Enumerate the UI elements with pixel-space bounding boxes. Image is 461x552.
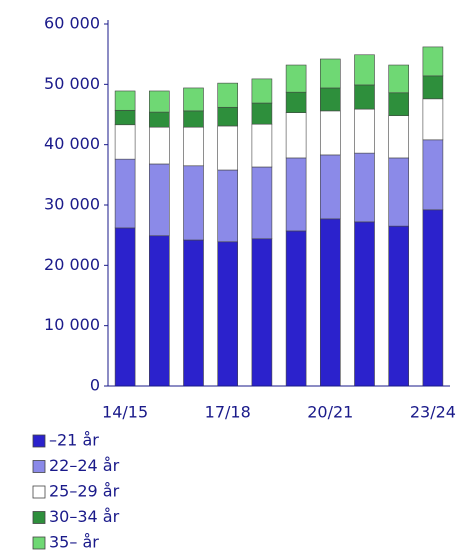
bar-segment [251,102,273,125]
bar-segment [183,126,204,167]
bar-segment [114,227,136,387]
y-tick-label: 0 [90,376,100,395]
y-tick-label: 40 000 [44,134,100,153]
bar-segment [251,78,273,104]
legend-label: 30–34 år [49,507,120,526]
bar-segment [285,112,307,159]
bar-segment [251,123,273,168]
bar-segment [422,46,444,77]
bar-segment [114,109,136,126]
x-tick-label: 20/21 [307,403,353,422]
x-tick-label: 17/18 [205,403,251,422]
bar-segment [149,90,170,113]
y-tick-label: 50 000 [44,74,100,93]
bar-segment [114,158,136,229]
bar-segment [183,165,204,241]
bar-segment [388,92,410,117]
bar-segment [319,154,341,220]
legend-label: 35– år [49,533,99,552]
bar-segment [388,64,410,94]
bar-segment [217,241,238,387]
bar-segment [183,239,204,387]
bar-segment [354,221,375,387]
bar-segment [217,125,238,171]
bar-segment [217,169,238,243]
x-tick-label: 23/24 [410,403,456,422]
bar-segment [319,218,341,387]
bar-segment [251,166,273,240]
bar-segment [149,111,170,128]
bar-segment [114,90,136,111]
bar-segment [354,152,375,223]
bar-segment [354,108,375,154]
bar-segment [149,163,170,237]
bar-segment [114,124,136,160]
legend-label: 22–24 år [49,456,120,475]
bar-segment [183,110,204,128]
y-tick-label: 60 000 [44,14,100,33]
bar-segment [319,110,341,156]
y-tick-label: 20 000 [44,255,100,274]
bar-segment [183,87,204,112]
y-tick-label: 30 000 [44,195,100,214]
bar-segment [354,84,375,110]
legend-swatch [32,460,46,473]
bar-segment [251,238,273,387]
bar-segment [422,98,444,141]
bar-segment [388,115,410,159]
legend-swatch [32,485,46,499]
bar-segment [422,75,444,100]
legend-swatch [32,511,46,524]
bar-segment [149,126,170,165]
legend-label: 25–29 år [49,482,120,501]
bar-segment [388,225,410,387]
bar-segment [319,58,341,89]
bar-segment [422,209,444,387]
legend-swatch [32,434,46,448]
bar-segment [319,87,341,112]
bar-segment [285,157,307,232]
bar-segment [217,82,238,108]
bar-segment [285,64,307,93]
bar-segment [285,230,307,387]
bar-segment [388,157,410,227]
x-tick-label: 14/15 [102,403,148,422]
bar-segment [354,54,375,86]
y-tick-label: 10 000 [44,315,100,334]
bar-segment [285,91,307,113]
legend-label: –21 år [49,431,99,450]
bar-segment [422,139,444,211]
bar-segment [217,106,238,127]
bar-segment [149,235,170,387]
legend-swatch [32,536,46,550]
